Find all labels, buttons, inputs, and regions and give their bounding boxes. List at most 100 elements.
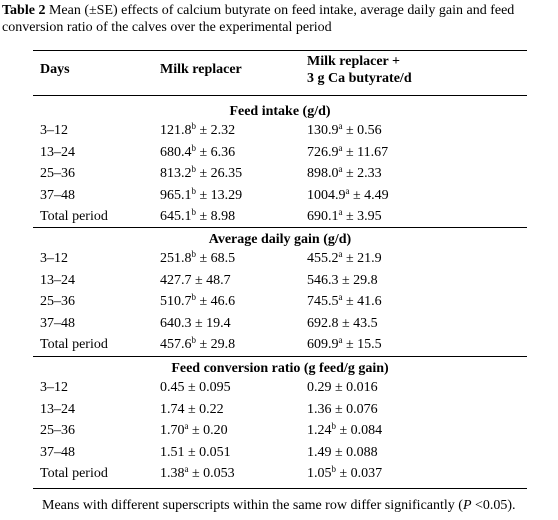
cell-se: ± 48.7 <box>195 272 231 288</box>
cell-superscript: a <box>338 249 343 259</box>
cell-se: ± 4.49 <box>353 187 389 203</box>
cell-value: 898.0 <box>307 166 339 181</box>
cell: 427.7 ± 48.7 <box>160 273 231 289</box>
cell-se: ± 2.32 <box>199 123 236 138</box>
footnote-text: <0.05). <box>471 498 516 513</box>
cell: 457.6b ± 29.8 <box>160 335 236 353</box>
cell-se: ± 0.084 <box>339 423 383 438</box>
cell-superscript: b <box>191 142 197 153</box>
cell-value: 427.7 <box>160 272 192 288</box>
row-label: 25–36 <box>40 294 75 309</box>
cell-value: 121.8 <box>160 123 192 138</box>
row-label: Total period <box>40 209 108 224</box>
cell-value: 0.29 <box>307 380 332 395</box>
cell-se: ± 29.8 <box>342 272 378 288</box>
cell: 726.9a ± 11.67 <box>307 142 389 161</box>
bottom-rule <box>33 488 527 489</box>
cell-se: ± 13.29 <box>199 187 243 203</box>
cell: 692.8 ± 43.5 <box>307 316 378 332</box>
cell: 546.3 ± 29.8 <box>307 273 378 289</box>
cell-value: 457.6 <box>160 337 192 352</box>
row-label: 37–48 <box>40 444 75 460</box>
cell-se: ± 0.053 <box>192 466 235 481</box>
cell: 455.2a ± 21.9 <box>307 249 382 267</box>
cell: 1.70a ± 0.20 <box>160 421 228 439</box>
cell-se: ± 29.8 <box>199 337 236 352</box>
cell-se: ± 46.6 <box>199 294 236 309</box>
cell: 0.29 ± 0.016 <box>307 380 378 396</box>
cell-superscript: b <box>191 185 197 196</box>
cell-value: 640.3 <box>160 315 192 331</box>
caption-text: Mean (±SE) effects of calcium butyrate o… <box>2 3 515 35</box>
cell: 1004.9a ± 4.49 <box>307 185 389 204</box>
cell-superscript: b <box>191 164 197 174</box>
cell: 965.1b ± 13.29 <box>160 185 243 204</box>
cell: 1.38a ± 0.053 <box>160 465 235 482</box>
cell-value: 690.1 <box>307 209 339 224</box>
cell-value: 965.1 <box>160 187 192 203</box>
cell-se: ± 8.98 <box>199 209 236 224</box>
cell-superscript: b <box>191 335 197 345</box>
top-rule <box>33 50 527 51</box>
cell-superscript: b <box>191 292 197 302</box>
footnote-p: P <box>462 498 472 513</box>
cell-value: 1.36 <box>307 401 332 417</box>
row-label: 13–24 <box>40 144 75 160</box>
cell-value: 1.74 <box>160 401 185 417</box>
cell-superscript: b <box>331 421 337 431</box>
cell: 0.45 ± 0.095 <box>160 380 231 396</box>
cell: 1.24b ± 0.084 <box>307 421 383 439</box>
cell-superscript: a <box>345 185 350 196</box>
cell-value: 510.7 <box>160 294 192 309</box>
cell: 121.8b ± 2.32 <box>160 122 236 139</box>
cell-se: ± 11.67 <box>346 144 389 160</box>
cell-se: ± 21.9 <box>346 251 382 266</box>
header-rule <box>33 95 527 96</box>
cell-superscript: a <box>338 142 343 153</box>
cell-value: 1.49 <box>307 444 332 460</box>
cell-se: ± 43.5 <box>342 315 378 331</box>
cell-superscript: b <box>191 249 197 259</box>
column-header: Days <box>40 62 70 77</box>
cell-se: ± 6.36 <box>199 144 236 160</box>
cell-se: ± 19.4 <box>195 315 231 331</box>
cell-value: 680.4 <box>160 144 192 160</box>
cell-value: 0.45 <box>160 380 185 395</box>
footnote: Means with different superscripts within… <box>42 498 516 514</box>
section-title: Feed conversion ratio (g feed/g gain) <box>171 361 389 376</box>
table-caption: Table 2 Mean (±SE) effects of calcium bu… <box>2 2 550 36</box>
cell-se: ± 0.088 <box>335 444 378 460</box>
cell: 1.74 ± 0.22 <box>160 402 224 418</box>
cell-superscript: a <box>338 207 343 217</box>
cell: 1.36 ± 0.076 <box>307 402 378 418</box>
row-label: 37–48 <box>40 315 75 331</box>
cell-se: ± 0.22 <box>188 401 224 417</box>
row-label: 13–24 <box>40 272 75 288</box>
cell-se: ± 15.5 <box>346 337 382 352</box>
cell: 1.51 ± 0.051 <box>160 445 231 461</box>
cell-value: 455.2 <box>307 251 339 266</box>
row-label: 3–12 <box>40 123 68 138</box>
cell-superscript: a <box>338 292 343 302</box>
section-rule <box>33 227 527 228</box>
cell-se: ± 0.076 <box>335 401 378 417</box>
cell: 251.8b ± 68.5 <box>160 249 236 267</box>
cell-value: 1.05 <box>307 466 332 481</box>
cell-se: ± 0.20 <box>192 423 228 438</box>
cell-se: ± 68.5 <box>199 251 236 266</box>
cell: 690.1a ± 3.95 <box>307 207 382 225</box>
cell-value: 745.5 <box>307 294 339 309</box>
cell-value: 1.24 <box>307 423 332 438</box>
section-title: Feed intake (g/d) <box>229 104 331 119</box>
cell-superscript: a <box>184 421 189 431</box>
cell: 680.4b ± 6.36 <box>160 142 236 161</box>
cell-se: ± 0.016 <box>335 380 378 395</box>
cell-value: 692.8 <box>307 315 339 331</box>
cell-value: 1.70 <box>160 423 185 438</box>
cell-superscript: a <box>338 164 343 174</box>
cell-superscript: b <box>191 207 197 217</box>
row-label: 3–12 <box>40 251 68 266</box>
cell-value: 546.3 <box>307 272 339 288</box>
section-rule <box>33 356 527 357</box>
caption-label: Table 2 <box>2 3 46 18</box>
